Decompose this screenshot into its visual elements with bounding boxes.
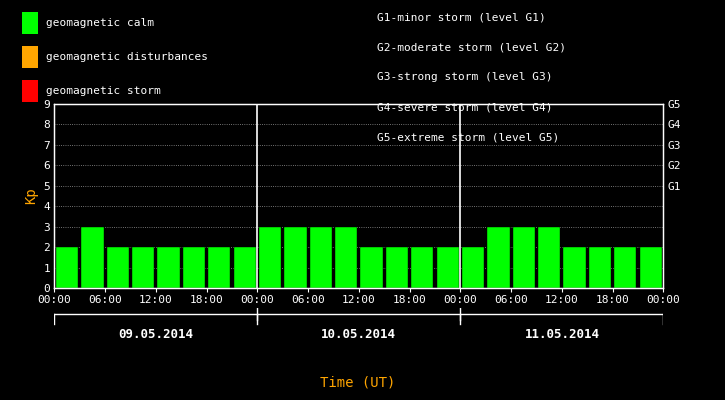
Text: Time (UT): Time (UT) [320,376,395,390]
Bar [310,227,332,288]
Bar [614,247,637,288]
Text: G1-minor storm (level G1): G1-minor storm (level G1) [377,12,546,22]
Bar [56,247,78,288]
Bar [563,247,586,288]
Text: 10.05.2014: 10.05.2014 [321,328,397,340]
Bar [107,247,129,288]
Bar [436,247,459,288]
Bar [183,247,205,288]
Text: G4-severe storm (level G4): G4-severe storm (level G4) [377,102,552,112]
Bar [462,247,484,288]
Text: 11.05.2014: 11.05.2014 [524,328,600,340]
Bar [233,247,256,288]
Text: G3-strong storm (level G3): G3-strong storm (level G3) [377,72,552,82]
Text: 09.05.2014: 09.05.2014 [118,328,194,340]
Bar [513,227,535,288]
Bar [411,247,434,288]
Bar [335,227,357,288]
Text: geomagnetic disturbances: geomagnetic disturbances [46,52,208,62]
Bar [487,227,510,288]
Bar [589,247,611,288]
Bar [132,247,154,288]
Bar [81,227,104,288]
Bar [284,227,307,288]
Text: G5-extreme storm (level G5): G5-extreme storm (level G5) [377,132,559,142]
Bar [157,247,180,288]
Text: G2-moderate storm (level G2): G2-moderate storm (level G2) [377,42,566,52]
Bar [259,227,281,288]
Text: geomagnetic storm: geomagnetic storm [46,86,161,96]
Y-axis label: Kp: Kp [24,188,38,204]
Text: geomagnetic calm: geomagnetic calm [46,18,154,28]
Bar [360,247,383,288]
Bar [639,247,662,288]
Bar [386,247,408,288]
Bar [538,227,560,288]
Bar [208,247,231,288]
